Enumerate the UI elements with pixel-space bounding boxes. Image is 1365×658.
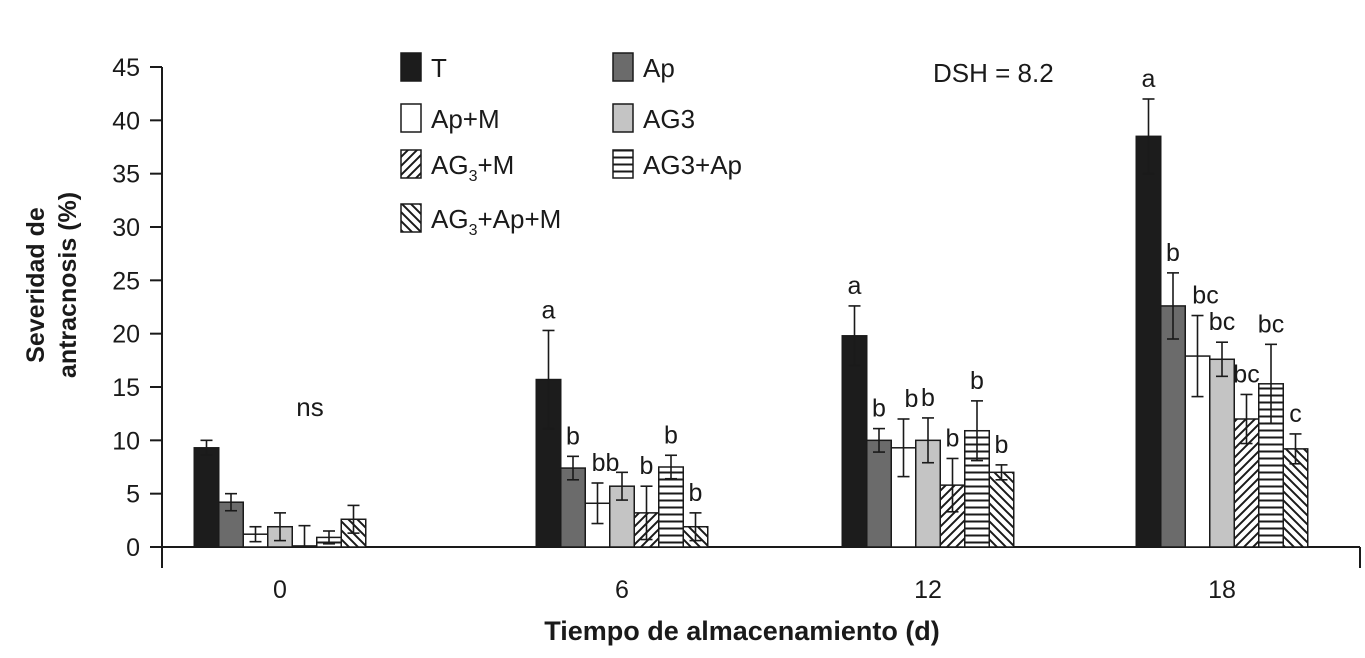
legend-swatch <box>612 52 634 82</box>
y-tick-label: 35 <box>112 161 140 189</box>
significance-letter: b <box>640 452 654 480</box>
group-annotation: ns <box>296 392 323 422</box>
y-axis-title-line1: Severidad de <box>22 207 50 363</box>
y-tick-label: 40 <box>112 107 140 135</box>
legend-label: Ap <box>643 53 675 83</box>
y-tick-label: 20 <box>112 321 140 349</box>
significance-letter: b <box>689 479 703 507</box>
dsh-annotation: DSH = 8.2 <box>933 58 1054 88</box>
significance-letter: b <box>970 367 984 395</box>
significance-letter: b <box>664 421 678 449</box>
significance-letter: b <box>995 431 1009 459</box>
x-tick-label: 18 <box>1208 576 1236 604</box>
x-tick-label: 12 <box>914 576 942 604</box>
significance-letter: a <box>848 272 862 300</box>
legend-label: AG3+Ap+M <box>431 204 561 239</box>
bar-ag3-ap-day-6 <box>658 466 684 548</box>
y-tick-label: 30 <box>112 214 140 242</box>
y-tick-label: 15 <box>112 374 140 402</box>
bar-t-day-18 <box>1135 135 1162 548</box>
x-axis-title: Tiempo de almacenamiento (d) <box>544 616 940 646</box>
legend-label: AG3+Ap <box>643 150 742 180</box>
significance-letter: b <box>872 395 886 423</box>
significance-letter: bb <box>592 449 620 477</box>
y-axis-title-line2: antracnosis (%) <box>54 192 82 378</box>
y-tick-label: 25 <box>112 267 140 295</box>
legend-label: Ap+M <box>431 104 500 134</box>
x-axis-ticks: 0 6 12 18 <box>273 576 1236 604</box>
bars <box>193 135 1309 548</box>
bar-t-day-12 <box>841 335 868 548</box>
legend-swatch <box>400 52 422 82</box>
significance-letter: b <box>1166 239 1180 267</box>
bar-ap-day-18 <box>1160 305 1186 548</box>
significance-letter: bc <box>1258 310 1284 338</box>
significance-letter: bc <box>1233 360 1259 388</box>
legend-label: AG3+M <box>431 150 514 185</box>
legend-label: AG3 <box>643 104 695 134</box>
bar-ag3-day-18 <box>1209 358 1235 548</box>
error-bars <box>200 98 1302 548</box>
significance-letter: b <box>946 424 960 452</box>
bar-t-day-6 <box>535 378 562 548</box>
y-tick-label: 0 <box>126 534 140 562</box>
bar-ag3-ap-m-day-12 <box>988 471 1015 548</box>
y-tick-label: 45 <box>112 54 140 82</box>
legend-swatch <box>612 103 634 133</box>
bar-ap-day-12 <box>866 439 892 548</box>
bar-t-day-0 <box>193 447 220 548</box>
significance-letter: b <box>905 385 919 413</box>
legend: T Ap Ap+M AG3 AG3+M AG3+Ap AG3+Ap+M <box>400 52 742 239</box>
significance-letter: b <box>921 384 935 412</box>
bar-ap-day-6 <box>560 467 586 548</box>
x-tick-label: 6 <box>615 576 629 604</box>
significance-letter: bc <box>1192 282 1218 310</box>
y-tick-label: 10 <box>112 427 140 455</box>
legend-swatch <box>400 103 422 133</box>
significance-letter: c <box>1289 400 1302 428</box>
legend-swatch <box>612 149 634 179</box>
y-tick-label: 5 <box>126 481 140 509</box>
significance-letter: a <box>542 296 556 324</box>
significance-letter: bc <box>1209 308 1235 336</box>
group-annotations: ns <box>296 392 323 422</box>
bar-ag3-ap-m-day-18 <box>1282 448 1309 548</box>
significance-letter: a <box>1142 65 1156 93</box>
legend-swatch <box>400 203 422 233</box>
legend-label: T <box>431 53 447 83</box>
x-tick-label: 0 <box>273 576 287 604</box>
significance-letter: b <box>566 422 580 450</box>
legend-swatch <box>400 149 422 179</box>
y-axis-ticks: 0 5 10 15 20 25 30 35 40 45 <box>112 54 162 562</box>
